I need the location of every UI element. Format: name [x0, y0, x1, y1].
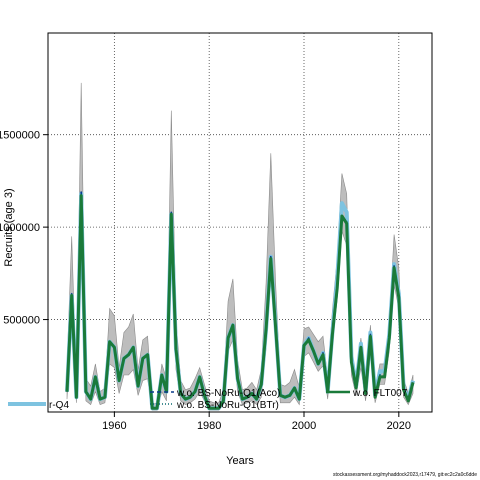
x-tick-label: 2000 — [292, 420, 316, 432]
y-axis: 500000 1000000 1500000 — [0, 130, 48, 327]
legend-label: w.o. FLT007 — [352, 388, 408, 399]
plot-frame — [47, 32, 433, 413]
footer-credit: stockassessment.org/myhaddock2023,r17479… — [333, 472, 477, 478]
legend: r-Q4 w.o. BS-NoRu-Q1(Aco)w.o. BS-NoRu-Q1(… — [8, 388, 408, 411]
y-tick-label: 1500000 — [0, 130, 40, 142]
series-lines — [65, 191, 415, 411]
x-tick-label: 1960 — [102, 420, 126, 432]
legend-label: w.o. BS-NoRu-Q1(BTr) — [176, 400, 279, 411]
grid-lines — [48, 33, 432, 412]
legend-label: r-Q4 — [49, 400, 69, 411]
y-axis-title: Recruits (age 3) — [3, 188, 15, 266]
x-tick-label: 1980 — [197, 420, 221, 432]
y-tick-label: 1000000 — [0, 222, 40, 234]
legend-label: w.o. BS-NoRu-Q1(Aco) — [176, 388, 280, 399]
y-tick-label: 500000 — [3, 315, 40, 327]
x-tick-label: 2020 — [387, 420, 411, 432]
x-axis-title: Years — [226, 455, 254, 467]
x-axis: 1960 1980 2000 2020 — [102, 412, 411, 432]
series-line-2 — [65, 194, 415, 410]
